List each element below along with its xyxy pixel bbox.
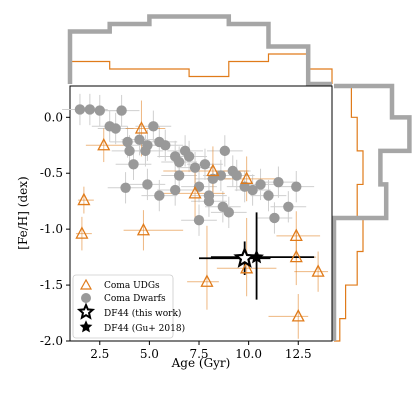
dwarf-point xyxy=(273,176,284,188)
main-plot: 2.5 5.0 7.5 10.0 12.5 0.0 -0.5 -1.0 -1.5 -2.0 Ag… xyxy=(16,85,333,370)
y-tick-label: 0.0 xyxy=(44,110,63,124)
dwarf-point xyxy=(122,136,133,148)
udg-point xyxy=(289,249,303,263)
legend-box xyxy=(72,274,174,339)
udg-point xyxy=(289,228,303,242)
dwarf-point xyxy=(169,184,181,196)
right-histogram xyxy=(331,83,412,342)
dwarf-point xyxy=(219,145,231,157)
x-tick-label: 5.0 xyxy=(140,347,159,361)
dwarf-point xyxy=(231,170,242,181)
df44-this-point xyxy=(233,246,257,268)
top-histogram xyxy=(67,14,333,87)
legend-df44-gu-marker xyxy=(79,320,93,333)
dwarf-point xyxy=(189,162,201,173)
dwarf-point xyxy=(173,156,185,168)
dwarf-point xyxy=(140,145,151,157)
dwarf-point xyxy=(291,181,302,192)
dwarf-point xyxy=(148,121,159,132)
y-tick-label: -1.0 xyxy=(40,222,63,236)
x-tick-label: 10.0 xyxy=(235,347,262,361)
dwarf-point xyxy=(120,182,131,193)
right-hist-udg xyxy=(334,85,364,342)
udg-point xyxy=(77,192,91,206)
udg-point xyxy=(75,226,89,239)
udg-point xyxy=(97,137,111,151)
top-hist-udg xyxy=(69,53,333,84)
udg-point xyxy=(136,222,151,236)
udg-point xyxy=(240,171,254,184)
y-tick-label: -2.0 xyxy=(40,334,63,348)
udg-point xyxy=(200,274,214,287)
x-tick-label: 7.5 xyxy=(189,347,208,361)
x-tick-label: 12.5 xyxy=(285,347,312,361)
legend-df44-gu-label: DF44 (Gu+ 2018) xyxy=(104,323,185,334)
dwarf-point xyxy=(74,104,86,115)
udg-point xyxy=(311,264,325,277)
y-axis-label: [Fe/H] (dex) xyxy=(16,176,30,249)
dwarf-point xyxy=(160,140,171,151)
dwarf-point xyxy=(154,190,165,201)
dwarf-point xyxy=(263,190,274,201)
markers xyxy=(74,104,325,322)
legend-dwarf-label: Coma Dwarfs xyxy=(104,294,166,304)
udg-point xyxy=(188,185,202,199)
legend: Coma UDGs Coma Dwarfs DF44 (this work) D… xyxy=(72,274,185,339)
dwarf-point xyxy=(110,123,121,134)
dwarf-point xyxy=(193,215,205,226)
dwarf-point xyxy=(207,173,219,185)
dwarf-point xyxy=(173,170,185,181)
udg-point xyxy=(134,121,149,134)
udg-point xyxy=(291,308,305,322)
x-ticks: 2.5 5.0 7.5 10.0 12.5 xyxy=(90,341,312,361)
x-tick-label: 2.5 xyxy=(90,347,109,361)
plot-frame xyxy=(69,85,333,342)
udg-point xyxy=(206,163,220,177)
y-tick-label: -1.5 xyxy=(40,278,63,292)
dwarf-point xyxy=(84,104,96,115)
udg-point xyxy=(240,260,254,274)
dwarf-point xyxy=(215,170,227,181)
dwarf-point xyxy=(283,201,294,212)
dwarf-point xyxy=(239,181,250,192)
dwarf-point xyxy=(199,159,211,170)
dwarf-point xyxy=(134,134,145,145)
dwarf-point xyxy=(247,184,258,196)
dwarf-point xyxy=(94,105,105,116)
dwarf-point xyxy=(203,190,215,201)
dwarf-point xyxy=(255,179,266,190)
legend-dwarf-marker xyxy=(81,293,91,303)
right-hist-dwarf xyxy=(331,83,412,341)
dwarf-point xyxy=(142,179,153,190)
dwarf-point xyxy=(183,151,195,162)
legend-udg-marker xyxy=(79,278,93,290)
dwarf-point xyxy=(223,207,234,218)
dwarf-point xyxy=(124,145,135,157)
top-hist-dwarf xyxy=(67,14,332,87)
dwarf-point xyxy=(128,159,139,170)
legend-df44-this-marker xyxy=(76,302,96,320)
y-ticks: 0.0 -0.5 -1.0 -1.5 -2.0 xyxy=(40,110,70,348)
dwarf-point xyxy=(116,105,127,116)
x-axis-label: Age (Gyr) xyxy=(171,356,231,370)
dwarf-point xyxy=(269,212,280,224)
y-tick-label: -0.5 xyxy=(40,166,63,180)
legend-udg-label: Coma UDGs xyxy=(104,281,160,291)
legend-df44-this-label: DF44 (this work) xyxy=(104,308,181,319)
